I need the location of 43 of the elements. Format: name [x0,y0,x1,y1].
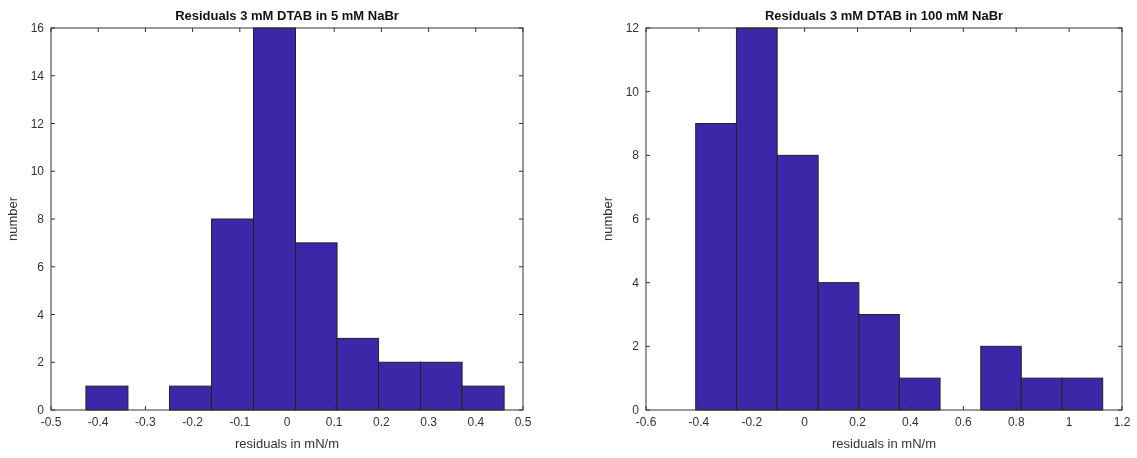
x-tick-label: 0.2 [373,415,391,429]
x-tick-label: 1 [1065,415,1073,429]
x-axis-title: residuals in mN/m [831,436,937,451]
y-tick-label: 2 [37,355,45,370]
y-tick-label: 0 [37,403,45,417]
chart-title: Residuals 3 mM DTAB in 5 mM NaBr [175,8,399,23]
x-axis-title: residuals in mN/m [234,436,340,451]
x-tick-label: 0.6 [954,415,972,429]
x-tick-label: 0.3 [420,415,438,429]
x-tick-label: -0.4 [87,415,109,429]
y-tick-label: 10 [625,84,640,99]
y-tick-label: 8 [632,148,640,163]
y-tick-label: 2 [632,339,640,354]
y-tick-label: 4 [632,275,640,290]
x-tick-label: 0.5 [514,415,532,429]
x-tick-label: -0.6 [635,415,657,429]
y-tick-label: 0 [632,403,640,417]
x-tick-label: 0.4 [467,415,485,429]
y-tick-label: 14 [30,68,45,83]
x-tick-label: 0.1 [325,415,343,429]
y-tick-label: 10 [30,164,45,179]
y-tick-label: 8 [37,212,45,226]
x-tick-label: -0.5 [40,415,62,429]
x-tick-label: -0.2 [741,415,763,429]
y-tick-label: 4 [37,307,45,322]
x-tick-label: -0.2 [182,415,204,429]
y-tick-label: 16 [30,21,45,35]
y-axis-title: number [5,196,20,242]
x-tick-label: 0.8 [1007,415,1025,429]
x-tick-label: -0.4 [688,415,710,429]
y-axis-title: number [600,196,615,242]
y-tick-label: 12 [625,21,640,35]
x-tick-label: 0 [801,415,809,429]
x-tick-label: 0 [283,415,291,429]
x-tick-label: 1.2 [1113,415,1131,429]
y-tick-label: 6 [37,259,45,274]
x-tick-label: 0.2 [849,415,867,429]
x-tick-label: -0.1 [229,415,251,429]
x-tick-label: 0.4 [902,415,920,429]
chart-title: Residuals 3 mM DTAB in 100 mM NaBr [764,8,1004,23]
y-tick-label: 6 [632,212,640,226]
x-tick-label: -0.3 [135,415,157,429]
y-tick-label: 12 [30,116,45,131]
